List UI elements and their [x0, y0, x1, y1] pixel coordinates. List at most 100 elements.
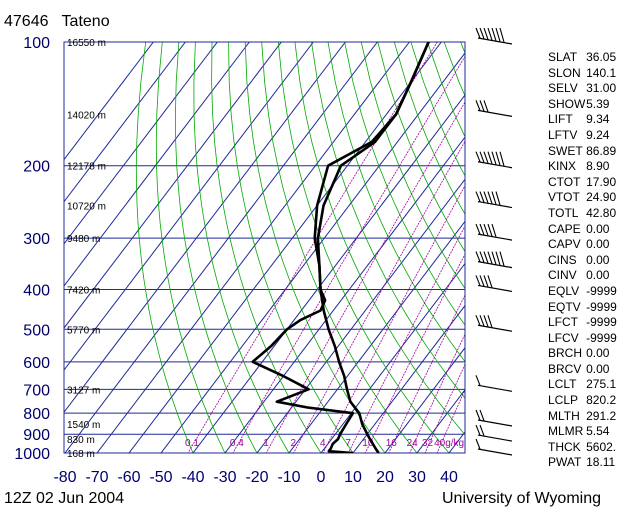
mixing-ratio-line [409, 333, 465, 453]
height-labels: 16550 m 14020 m 12178 m 10720 m 9480 m 7420 m… [67, 38, 106, 460]
dry-adiabat-line [174, 42, 258, 453]
index-value: 140.1 [586, 65, 617, 80]
dry-adiabat-line [135, 42, 194, 453]
isotherm-line [256, 178, 465, 453]
wind-barb-flag [475, 315, 481, 326]
pressure-tick-label: 400 [23, 282, 50, 299]
temperature-tick-label: -40 [181, 469, 204, 486]
index-name: EQLV [548, 283, 580, 298]
index-row: BRCH 0.00 [548, 346, 628, 362]
index-value: 36.05 [586, 50, 617, 64]
wind-barb-flag [491, 27, 497, 41]
wind-barb-flag [495, 151, 501, 166]
index-value: 18.11 [586, 455, 616, 470]
wind-barb-flag [475, 375, 481, 386]
wind-barb [475, 424, 513, 442]
isotherm-line [320, 262, 465, 453]
index-value: 5.39 [586, 96, 610, 111]
wind-barb-flag [487, 251, 493, 264]
wind-barb-flag [475, 191, 481, 202]
wind-barb-flag [487, 223, 493, 237]
index-value: 9.34 [586, 112, 610, 127]
wind-barb-flag [479, 315, 485, 327]
wind-barb-flag [475, 27, 481, 39]
pressure-tick-label: 900 [23, 427, 50, 444]
dry-adiabat-line [327, 42, 465, 363]
index-row: CAPE 0.00 [548, 222, 628, 238]
index-row: SELV 31.00 [548, 81, 628, 97]
wind-barb [475, 191, 513, 209]
index-row: SHOW 5.39 [548, 97, 628, 113]
index-row: TOTL 42.80 [548, 206, 628, 222]
dry-adiabat-line [155, 42, 226, 453]
index-row: SWET 86.89 [548, 144, 628, 160]
wind-barb-flag [479, 27, 485, 39]
wind-barb-flag [479, 100, 485, 112]
index-row: THCK 5602. [548, 440, 628, 456]
index-row: SLON 140.1 [548, 66, 628, 82]
mixing-ratio-label: 40g/kg [434, 438, 464, 449]
temperature-profile-line [316, 42, 430, 453]
index-name: LCLT [548, 377, 577, 392]
index-value: 0.00 [586, 221, 610, 236]
mixing-ratio-label: 0.4 [230, 438, 244, 449]
data-source: University of Wyoming [442, 490, 602, 507]
mixing-ratio-label: 2 [291, 438, 297, 449]
wind-barb-flag [499, 27, 505, 43]
wind-barb-flag [483, 315, 489, 327]
plot-frame [63, 41, 466, 454]
wind-barb-flag [483, 191, 489, 204]
wind-barb-flag [475, 151, 481, 162]
index-name: CINV [548, 268, 577, 283]
index-name: LFCV [548, 330, 579, 345]
wind-barbs [475, 27, 513, 456]
index-value: 0.00 [586, 361, 610, 376]
height-label: 3127 m [67, 385, 100, 396]
dry-adiabat-line [277, 42, 450, 453]
wind-barb [475, 251, 513, 269]
index-value: 42.80 [586, 205, 617, 220]
temperature-tick-label: 40 [440, 469, 458, 486]
index-value: -9999 [586, 283, 617, 298]
index-name: PWAT [548, 455, 582, 470]
temperature-axis: -80 -70 -60 -50 -40 -30 -20 -10 0 10 20 30 40 [53, 469, 458, 486]
pressure-tick-label: 500 [23, 322, 50, 339]
wind-barb [475, 223, 513, 241]
temperature-tick-label: 10 [344, 469, 362, 486]
isotherm-line [64, 42, 250, 287]
wind-barb-flag [483, 275, 489, 288]
index-row: MLMR 5.54 [548, 424, 628, 440]
wind-barb-flag [483, 27, 489, 40]
wind-barb-flag [487, 151, 493, 164]
index-name: CTOT [548, 174, 581, 189]
isotherm-line [64, 42, 314, 371]
wind-barb-flag [479, 191, 485, 203]
height-label: 5770 m [67, 325, 100, 336]
mixing-ratio-label: 1 [263, 438, 269, 449]
index-value: -9999 [586, 299, 617, 314]
isotherm-line [96, 42, 410, 453]
wind-barb-flag [479, 251, 485, 263]
index-name: CINS [548, 252, 577, 267]
wind-barb-flag [475, 409, 481, 421]
wind-barb-staff [477, 233, 513, 241]
wind-barb [475, 315, 513, 332]
isotherm-line [224, 136, 465, 453]
pressure-tick-label: 100 [23, 35, 50, 52]
index-name: MLTH [548, 408, 580, 423]
wind-barb [475, 27, 513, 45]
wind-barb-flag [475, 251, 481, 262]
wind-barb-flag [479, 151, 485, 163]
mixing-ratio-line [265, 101, 465, 453]
mixing-ratio-label: 24 [407, 438, 419, 449]
wind-barb-flag [487, 27, 493, 41]
isotherm-line [352, 304, 465, 453]
pressure-tick-label: 600 [23, 355, 50, 372]
index-value: 5.54 [586, 424, 610, 439]
wind-barb-staff [477, 448, 513, 456]
height-label: 10720 m [67, 202, 106, 213]
isotherm-line [64, 42, 282, 329]
height-label: 12178 m [67, 162, 106, 173]
index-value: 291.2 [586, 408, 617, 423]
